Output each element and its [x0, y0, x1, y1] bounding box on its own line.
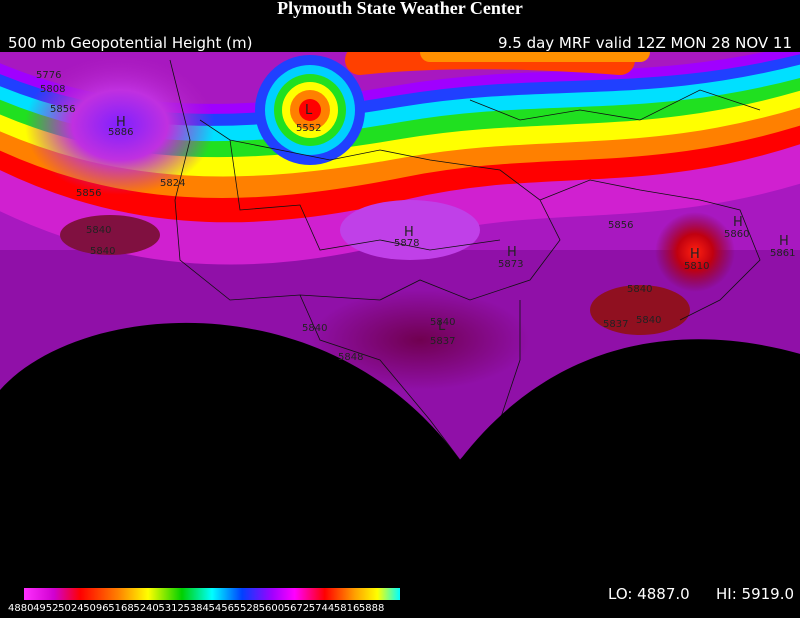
dark-blob	[310, 290, 530, 390]
hi-value: HI: 5919.0	[716, 585, 794, 603]
contour-label: 5837	[603, 319, 628, 330]
borders	[169, 59, 761, 461]
colorbar-label: 5672	[284, 603, 309, 614]
contour-label: 5840	[90, 246, 115, 257]
contour-label: 5840	[430, 317, 455, 328]
colorbar	[24, 588, 400, 600]
contour-label: 5878	[394, 238, 419, 249]
title: Plymouth State Weather Center	[277, 0, 523, 18]
contour-label: 5856	[608, 220, 633, 231]
contour-label: 5886	[108, 127, 133, 138]
colorbar-label: 5456	[209, 603, 234, 614]
contour-label: 5856	[76, 188, 101, 199]
high-blob	[25, 55, 215, 195]
colorbar-label: 5024	[58, 603, 83, 614]
dark-blob	[60, 215, 160, 255]
high-marker: H	[733, 215, 743, 230]
contour-labels: 5776 5808 5856 5886 5856 5840 5840 5824 …	[36, 70, 795, 363]
lo-value: LO: 4887.0	[608, 585, 690, 603]
colorbar-label: 5528	[234, 603, 259, 614]
high-marker: H	[690, 247, 700, 262]
high-blob	[655, 212, 735, 292]
colorbar-label: 5168	[108, 603, 133, 614]
contour-label: 5840	[302, 323, 327, 334]
colorbar-label: 4952	[33, 603, 58, 614]
contour-label: 5808	[40, 84, 65, 95]
contour-label: 5856	[50, 104, 75, 115]
high-marker: H	[404, 225, 414, 240]
colorbar-label: 5096	[83, 603, 108, 614]
colorbar-label: 5384	[183, 603, 208, 614]
contour-label: 5840	[627, 284, 652, 295]
colorbar-label: 5816	[334, 603, 359, 614]
low-marker: L	[438, 319, 446, 334]
colorbar-label: 4880	[8, 603, 33, 614]
contour-label: 5552	[296, 123, 321, 134]
contour-label: 5810	[684, 261, 709, 272]
high-blob	[340, 200, 480, 260]
high-marker: H	[779, 234, 789, 249]
valid-time: 9.5 day MRF valid 12Z MON 28 NOV 11	[498, 34, 792, 52]
contour-label: 5860	[724, 229, 749, 240]
contour-label: 5837	[430, 336, 455, 347]
high-marker: H	[116, 115, 126, 130]
field-label: 500 mb Geopotential Height (m)	[8, 34, 253, 52]
pressure-centers: H H H H H H L L	[116, 103, 789, 334]
dark-blob	[590, 285, 690, 335]
contour-label: 5861	[770, 248, 795, 259]
colorbar-label: 5240	[133, 603, 158, 614]
contour-label: 5873	[498, 259, 523, 270]
colorbar-label: 5888	[359, 603, 384, 614]
map-field	[0, 52, 800, 583]
colorbar-label: 5744	[309, 603, 334, 614]
colorbar-label: 5312	[158, 603, 183, 614]
contour-label: 5848	[338, 352, 363, 363]
contour-label: 5840	[86, 225, 111, 236]
low-marker: L	[305, 103, 313, 118]
colorbar-labels: 4880 4952 5024 5096 5168 5240 5312 5384 5456 5528…	[8, 603, 384, 614]
high-marker: H	[507, 245, 517, 260]
contour-label: 5776	[36, 70, 61, 81]
no-data-mask	[0, 322, 800, 583]
contour-label: 5824	[160, 178, 185, 189]
colorbar-label: 5600	[259, 603, 284, 614]
contour-label: 5840	[636, 315, 661, 326]
